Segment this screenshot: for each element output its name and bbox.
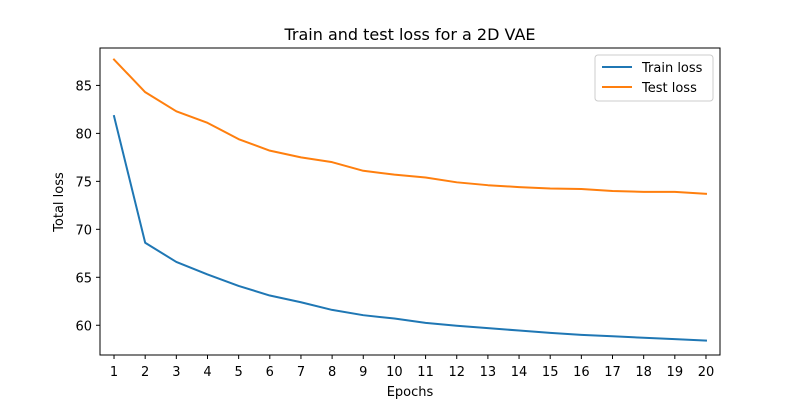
- x-tick-label: 1: [110, 365, 118, 380]
- series-line-test-loss: [112, 58, 708, 195]
- y-axis-label: Total loss: [52, 172, 67, 233]
- x-axis: 1 2 3 4 5 6 7 8 9 10 11 12 13 14 15 16 17 18 19 20: [110, 355, 714, 380]
- x-tick-label: 9: [359, 365, 367, 380]
- y-tick-label: 85: [75, 79, 92, 94]
- legend-label-train-loss: Train loss: [641, 61, 703, 76]
- series-line-train-loss: [112, 114, 708, 342]
- x-tick-label: 7: [297, 365, 305, 380]
- x-tick-label: 5: [235, 365, 243, 380]
- x-tick-label: 18: [635, 365, 652, 380]
- x-tick-label: 4: [203, 365, 211, 380]
- y-tick-label: 65: [75, 271, 92, 286]
- x-tick-label: 6: [266, 365, 274, 380]
- x-tick-label: 15: [542, 365, 559, 380]
- x-tick-label: 12: [448, 365, 465, 380]
- y-tick-label: 80: [75, 127, 92, 142]
- y-axis: 60 65 70 75 80 85: [75, 79, 100, 334]
- x-tick-label: 17: [604, 365, 621, 380]
- x-tick-label: 13: [480, 365, 497, 380]
- x-tick-label: 11: [417, 365, 434, 380]
- x-tick-label: 2: [141, 365, 149, 380]
- chart-title: Train and test loss for a 2D VAE: [283, 25, 535, 44]
- x-tick-label: 20: [698, 365, 715, 380]
- y-tick-label: 60: [75, 319, 92, 334]
- y-tick-label: 70: [75, 223, 92, 238]
- legend: Train loss Test loss: [594, 54, 714, 102]
- legend-label-test-loss: Test loss: [641, 81, 697, 96]
- plot-area: [112, 58, 708, 342]
- x-tick-label: 14: [511, 365, 528, 380]
- x-tick-label: 10: [386, 365, 403, 380]
- x-tick-label: 19: [667, 365, 684, 380]
- x-tick-label: 16: [573, 365, 590, 380]
- x-tick-label: 8: [328, 365, 336, 380]
- y-tick-label: 75: [75, 175, 92, 190]
- x-tick-label: 3: [172, 365, 180, 380]
- plot-frame: [99, 47, 721, 356]
- x-axis-label: Epochs: [387, 385, 434, 400]
